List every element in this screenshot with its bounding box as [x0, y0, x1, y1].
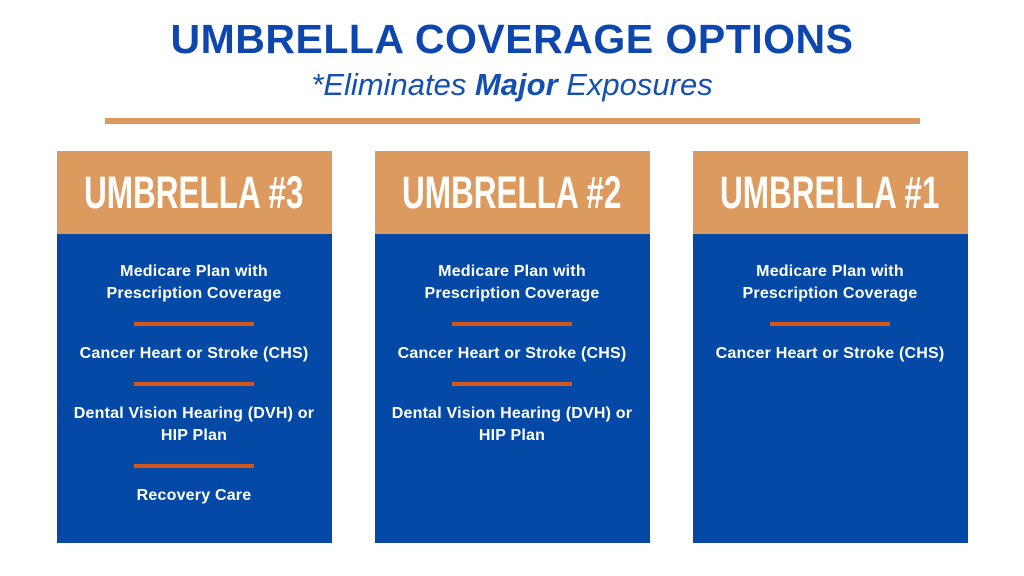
coverage-item-chs: Cancer Heart or Stroke (CHS) [397, 345, 627, 362]
coverage-item-dvh-hip: Dental Vision Hearing (DVH) or HIP Plan [73, 405, 315, 444]
umbrella-3-card-body: Medicare Plan with Prescription Coverage… [57, 234, 332, 543]
header-divider-rule [104, 118, 920, 124]
umbrella-3-card: UMBRELLA #3 Medicare Plan with Prescript… [56, 151, 332, 543]
umbrella-3-card-title: UMBRELLA #3 [84, 166, 304, 218]
coverage-item-chs: Cancer Heart or Stroke (CHS) [79, 345, 309, 362]
umbrella-2-card-header: UMBRELLA #2 [374, 151, 650, 234]
page-subtitle: *Eliminates Major Exposures [0, 66, 1024, 104]
umbrella-1-card-title: UMBRELLA #1 [720, 166, 940, 218]
item-divider [134, 322, 254, 326]
subtitle-emphasis: Major [474, 67, 558, 102]
subtitle-suffix: Exposures [557, 67, 713, 102]
umbrella-2-card-body: Medicare Plan with Prescription Coverage… [375, 234, 650, 543]
umbrella-1-card: UMBRELLA #1 Medicare Plan with Prescript… [692, 151, 968, 543]
umbrella-1-card-body: Medicare Plan with Prescription Coverage… [693, 234, 968, 543]
item-divider [452, 322, 572, 326]
coverage-item-medicare: Medicare Plan with Prescription Coverage [424, 263, 600, 302]
coverage-item-medicare: Medicare Plan with Prescription Coverage [106, 263, 282, 302]
item-divider [770, 322, 890, 326]
item-divider [452, 382, 572, 386]
item-divider [134, 382, 254, 386]
page-title: UMBRELLA COVERAGE OPTIONS [170, 16, 854, 62]
coverage-item-dvh-hip: Dental Vision Hearing (DVH) or HIP Plan [391, 405, 633, 444]
subtitle-prefix: *Eliminates [311, 67, 475, 102]
coverage-item-chs: Cancer Heart or Stroke (CHS) [715, 345, 945, 362]
umbrella-2-card-title: UMBRELLA #2 [402, 166, 622, 218]
umbrella-3-card-header: UMBRELLA #3 [56, 151, 332, 234]
header: UMBRELLA COVERAGE OPTIONS *Eliminates Ma… [0, 0, 1024, 124]
umbrella-2-card: UMBRELLA #2 Medicare Plan with Prescript… [374, 151, 650, 543]
umbrella-1-card-header: UMBRELLA #1 [692, 151, 968, 234]
coverage-item-recovery-care: Recovery Care [136, 487, 252, 504]
coverage-item-medicare: Medicare Plan with Prescription Coverage [742, 263, 918, 302]
coverage-columns: UMBRELLA #3 Medicare Plan with Prescript… [0, 151, 1024, 543]
item-divider [134, 464, 254, 468]
